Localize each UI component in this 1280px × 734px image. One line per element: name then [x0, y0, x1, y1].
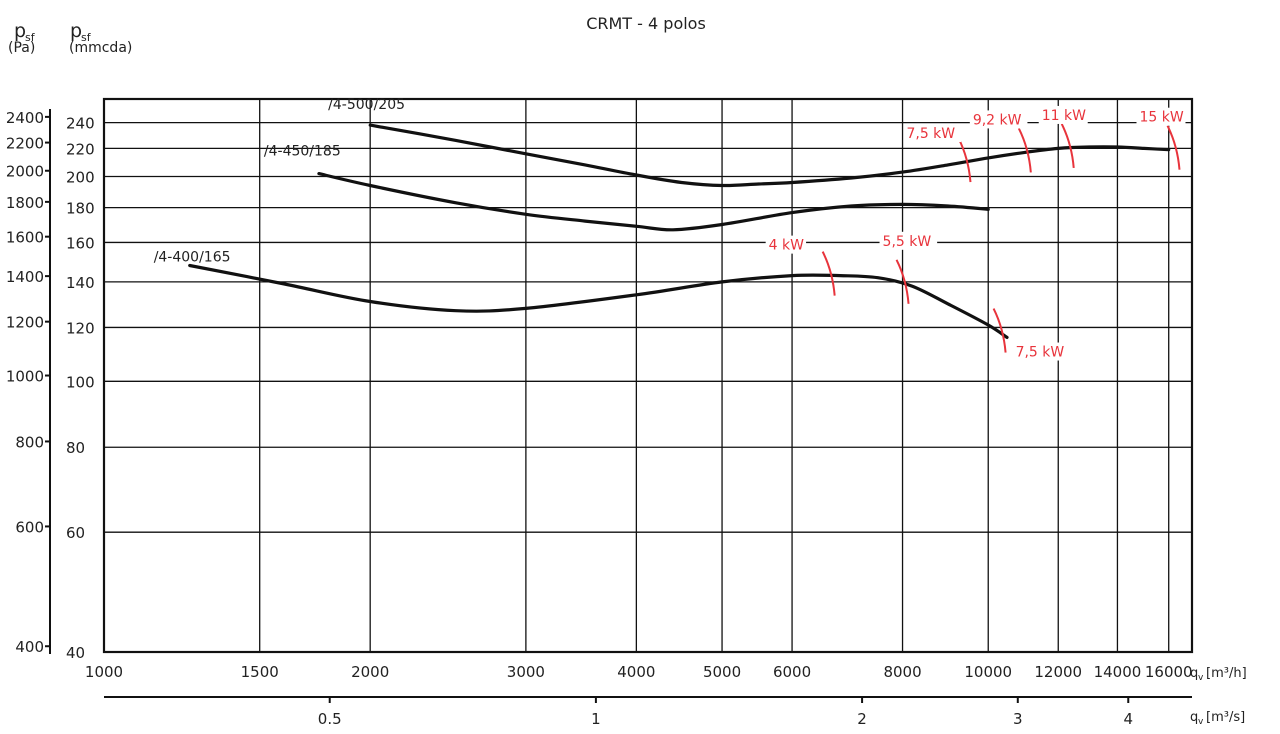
y-mmcda-tick-label: 160 [66, 234, 95, 252]
plot-border [102, 97, 1194, 654]
grid [103, 99, 1192, 653]
right-axis-subscript: sf [81, 31, 92, 44]
x-m3h-tick-label: 4000 [617, 663, 655, 681]
y-mmcda-tick-label: 80 [66, 439, 85, 457]
power-marker-stroke [992, 308, 1007, 353]
x-m3s-tick-label: 0.5 [318, 710, 342, 728]
x-m3h-tick-label: 2000 [351, 663, 389, 681]
right-axis-unit: (mmcda) [69, 40, 132, 56]
y-pa-tick-label: 600 [15, 518, 44, 536]
power-marker-stroke [1060, 123, 1075, 169]
y-pa-tick-label: 1400 [6, 268, 44, 286]
y-pa-tick-label: 2200 [6, 135, 44, 153]
x-m3h-tick-label: 14000 [1094, 663, 1142, 681]
x-m3h-tick-label: 10000 [964, 663, 1012, 681]
power-label-bg [765, 235, 807, 254]
chart-title: CRMT - 4 polos [586, 14, 706, 33]
right-axis-symbol: p [70, 20, 82, 42]
x-m3h-tick-label: 3000 [507, 663, 545, 681]
x-m3h-tick-label: 16000 [1145, 663, 1193, 681]
performance-curves [188, 123, 1171, 339]
power-marker-stroke [1017, 127, 1032, 173]
x-m3s-tick-label: 4 [1123, 710, 1133, 728]
x-m3h-tick-label: 8000 [883, 663, 921, 681]
power-label-bg [1038, 105, 1088, 124]
x-m3s-tick-label: 1 [591, 710, 601, 728]
power-label-bg [879, 231, 938, 250]
curve-4-400165 [188, 263, 1009, 339]
power-marker-label: 15 kW [1139, 110, 1183, 126]
y-mmcda-tick-label: 220 [66, 140, 95, 158]
x-bottom-axis-label-sub: v [1198, 717, 1204, 727]
series-label: /4-450/185 [264, 144, 341, 160]
x-top-axis-label-prefix: q [1190, 666, 1198, 681]
x-m3h-tick-label: 1000 [85, 663, 123, 681]
x-m3h-tick-label: 6000 [773, 663, 811, 681]
y-pa-tick-label: 1800 [6, 194, 44, 212]
x-top-axis-label-sub: v [1198, 673, 1204, 683]
y-mmcda-tick-label: 140 [66, 274, 95, 292]
left-axis-subscript: sf [25, 31, 36, 44]
y-pa-tick-label: 2000 [6, 163, 44, 181]
x-m3h-tick-label: 12000 [1034, 663, 1082, 681]
x-top-axis-label-unit: [m³/h] [1206, 666, 1247, 681]
curve-4-450185 [317, 172, 990, 232]
series-label: /4-400/165 [154, 249, 231, 265]
y-mmcda-tick-label: 240 [66, 115, 95, 133]
left-axis-unit: (Pa) [8, 40, 35, 56]
power-marker-label: 11 kW [1042, 108, 1086, 124]
axis-labels: CRMT - 4 polos p sf (Pa) p sf (mmcda) q … [6, 14, 1247, 728]
y-pa-tick-label: 800 [15, 433, 44, 451]
power-marker-stroke [1166, 125, 1181, 170]
y-pa-tick-label: 400 [15, 638, 44, 656]
y-pa-tick-label: 1000 [6, 368, 44, 386]
x-m3h-tick-label: 5000 [703, 663, 741, 681]
power-marker-label: 7,5 kW [1016, 345, 1065, 361]
power-marker-stroke [821, 251, 836, 296]
plot-frame [45, 97, 1194, 703]
power-label-bg [903, 124, 962, 143]
y-mmcda-tick-label: 180 [66, 200, 95, 218]
y-mmcda-tick-label: 100 [66, 373, 95, 391]
y-mmcda-tick-label: 120 [66, 319, 95, 337]
x-m3s-tick-label: 3 [1013, 710, 1023, 728]
x-bottom-axis-label-unit: [m³/s] [1206, 710, 1245, 725]
power-marker-stroke [895, 259, 910, 304]
y-mmcda-tick-label: 40 [66, 644, 85, 662]
power-label-bg [1012, 342, 1071, 361]
y-pa-tick-label: 2400 [6, 109, 44, 127]
y-mmcda-tick-label: 200 [66, 169, 95, 187]
curve-4-500205 [368, 123, 1171, 188]
x-bottom-axis-label-prefix: q [1190, 710, 1198, 725]
x-m3h-tick-label: 1500 [241, 663, 279, 681]
series-label: /4-500/205 [328, 97, 405, 113]
power-marker-label: 9,2 kW [973, 112, 1022, 128]
power-marker-label: 4 kW [769, 238, 804, 254]
power-marker-label: 5,5 kW [883, 234, 932, 250]
left-axis-symbol: p [14, 20, 26, 42]
y-pa-tick-label: 1200 [6, 314, 44, 332]
power-label-bg [1136, 107, 1186, 126]
y-mmcda-tick-label: 60 [66, 524, 85, 542]
x-m3s-tick-label: 2 [857, 710, 867, 728]
y-pa-tick-label: 1600 [6, 229, 44, 247]
power-label-bg [969, 110, 1028, 129]
power-markers: 4 kW 5,5 kW 7,5 kW 7,5 kW 9,2 kW 11 kW 15 kW [765, 105, 1186, 361]
power-marker-label: 7,5 kW [906, 126, 955, 142]
